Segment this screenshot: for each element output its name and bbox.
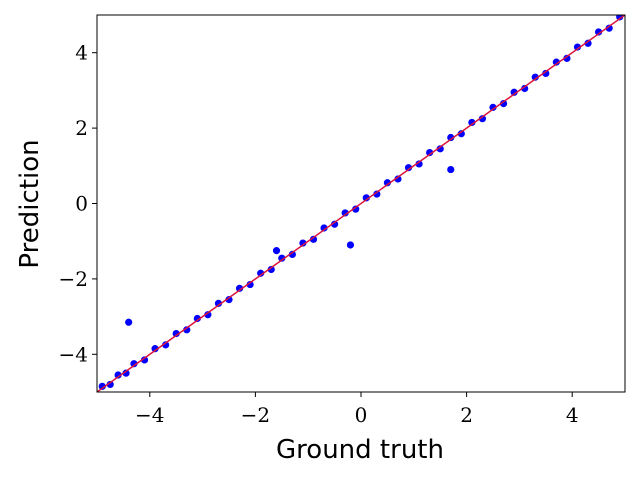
x-tick-label: 0 <box>355 403 368 427</box>
point <box>435 144 445 154</box>
point <box>161 340 171 350</box>
point <box>121 368 131 378</box>
y-axis-label: Prediction <box>15 139 45 268</box>
point <box>298 238 308 248</box>
point <box>446 133 456 142</box>
point <box>594 27 603 37</box>
y-tick-label: −4 <box>59 342 88 366</box>
point <box>340 208 350 218</box>
point <box>562 53 572 63</box>
point <box>150 344 160 354</box>
point <box>272 246 281 256</box>
point <box>105 380 115 389</box>
point <box>414 159 424 169</box>
y-tick-label: 4 <box>75 41 88 65</box>
point <box>214 299 223 308</box>
point <box>245 280 255 289</box>
point <box>224 295 234 305</box>
point <box>604 23 614 33</box>
point <box>541 69 551 78</box>
reference-line <box>97 15 625 392</box>
point <box>467 118 477 127</box>
point <box>446 165 456 174</box>
point <box>256 268 266 278</box>
y-tick-label: 2 <box>75 116 88 140</box>
point <box>530 72 540 82</box>
point <box>235 283 244 293</box>
point <box>372 189 382 199</box>
x-tick-label: 2 <box>460 403 473 427</box>
point <box>192 314 202 323</box>
point <box>573 42 582 52</box>
point <box>330 219 340 229</box>
plot-frame <box>96 14 626 393</box>
point <box>266 265 276 274</box>
point <box>129 359 139 369</box>
x-axis-label: Ground truth <box>276 435 444 465</box>
point <box>309 234 318 244</box>
point <box>488 102 498 112</box>
point <box>171 329 181 338</box>
point <box>140 355 149 365</box>
point <box>551 57 561 67</box>
point <box>456 129 466 139</box>
point <box>361 193 371 203</box>
point <box>124 317 134 327</box>
point <box>520 84 530 93</box>
x-tick-label: 4 <box>566 403 579 427</box>
x-tick-label: −4 <box>135 403 164 427</box>
point <box>393 174 403 184</box>
point <box>425 148 435 158</box>
point <box>404 163 413 173</box>
y-tick-label: 0 <box>75 192 88 216</box>
point <box>277 253 287 263</box>
point <box>182 325 192 335</box>
x-tick-label: −2 <box>241 403 270 427</box>
point <box>319 223 329 233</box>
point <box>287 249 297 259</box>
y-tick-label: −2 <box>59 267 88 291</box>
point <box>382 178 392 188</box>
point <box>351 204 361 214</box>
point <box>478 114 487 124</box>
point <box>499 99 508 108</box>
point <box>583 38 593 48</box>
point <box>203 310 213 320</box>
point <box>509 87 519 97</box>
point <box>346 240 355 250</box>
